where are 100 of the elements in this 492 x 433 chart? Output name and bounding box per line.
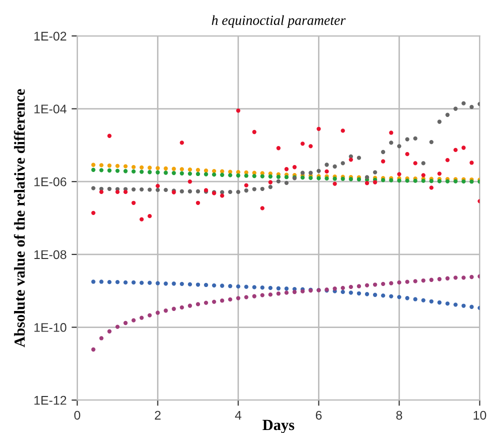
- point: [260, 206, 264, 210]
- point: [140, 280, 144, 285]
- point: [180, 167, 184, 172]
- point: [115, 168, 120, 173]
- point: [260, 186, 264, 191]
- point: [324, 169, 329, 174]
- point: [132, 318, 136, 322]
- point: [107, 168, 112, 173]
- point: [372, 180, 378, 184]
- point: [244, 183, 248, 188]
- point: [429, 140, 434, 144]
- point: [140, 187, 144, 192]
- point: [470, 160, 474, 165]
- point: [148, 188, 152, 192]
- y-axis-title: Absolute value of the relative difference: [14, 89, 25, 348]
- point: [372, 170, 378, 174]
- point: [268, 292, 273, 297]
- point: [115, 324, 120, 329]
- point: [453, 148, 458, 152]
- point: [348, 158, 353, 162]
- x-tick-label: 2: [154, 410, 161, 420]
- point: [148, 214, 152, 218]
- point: [445, 112, 450, 117]
- point: [132, 187, 136, 192]
- point: [437, 120, 442, 124]
- x-tick-label: 0: [74, 410, 80, 420]
- point: [180, 305, 184, 310]
- point: [364, 292, 370, 296]
- point: [308, 170, 313, 175]
- point: [356, 284, 362, 288]
- point: [300, 170, 305, 175]
- point: [132, 169, 136, 174]
- point: [156, 281, 160, 286]
- point: [470, 304, 474, 309]
- point: [236, 284, 240, 289]
- point: [164, 166, 168, 171]
- point: [212, 300, 216, 304]
- point: [180, 189, 184, 194]
- point: [332, 164, 337, 169]
- point: [445, 301, 450, 306]
- point: [123, 169, 128, 174]
- point: [91, 186, 96, 190]
- point: [204, 282, 208, 288]
- point: [123, 164, 128, 168]
- point: [300, 175, 305, 180]
- point: [148, 170, 152, 174]
- point: [180, 282, 184, 286]
- x-tick-label: 6: [316, 410, 322, 420]
- point: [284, 175, 289, 180]
- point: [156, 310, 160, 315]
- point: [421, 173, 426, 178]
- point: [316, 126, 321, 131]
- point: [276, 146, 281, 150]
- point: [284, 290, 289, 295]
- point: [140, 316, 144, 320]
- point: [364, 181, 370, 186]
- point: [429, 278, 434, 282]
- point: [276, 292, 281, 296]
- point: [107, 329, 112, 334]
- point: [364, 283, 370, 288]
- point: [413, 297, 418, 302]
- point: [421, 278, 426, 283]
- point: [268, 286, 273, 290]
- point: [180, 140, 184, 145]
- point: [397, 178, 402, 183]
- point: [91, 280, 96, 284]
- point: [188, 167, 192, 172]
- point: [236, 296, 240, 300]
- point: [372, 292, 378, 297]
- point: [236, 173, 240, 178]
- point: [348, 290, 353, 295]
- point: [123, 280, 128, 285]
- point: [413, 161, 418, 166]
- x-axis-title: Days: [262, 420, 294, 433]
- x-tick-label: 8: [396, 410, 402, 420]
- point: [356, 156, 362, 160]
- point: [244, 188, 248, 193]
- point: [397, 144, 402, 148]
- point: [332, 286, 337, 291]
- point: [244, 174, 248, 178]
- point: [115, 190, 120, 194]
- point: [228, 297, 232, 302]
- point: [405, 280, 410, 284]
- point: [356, 291, 362, 296]
- point: [260, 174, 264, 178]
- point: [196, 282, 200, 287]
- point: [212, 172, 216, 177]
- point: [91, 210, 96, 216]
- point: [405, 137, 410, 142]
- point: [148, 280, 152, 285]
- point: [405, 152, 410, 156]
- point: [292, 165, 297, 170]
- y-tick-label: 1E-04: [34, 104, 66, 114]
- point: [429, 186, 434, 190]
- point: [132, 280, 136, 285]
- point: [140, 170, 144, 174]
- point: [172, 282, 176, 286]
- point: [252, 130, 256, 134]
- point: [188, 304, 192, 308]
- point: [132, 200, 136, 205]
